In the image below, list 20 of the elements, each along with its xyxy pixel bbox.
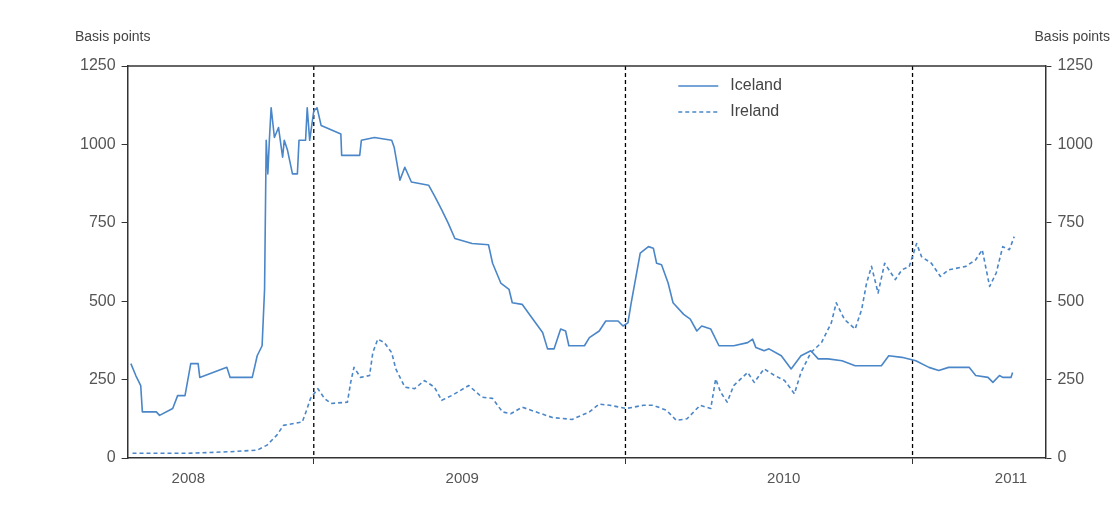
x-tick-label: 2011 [994, 469, 1028, 487]
y2-tick-label: 1250 [1057, 56, 1094, 74]
y2-tick-label: 250 [1057, 370, 1085, 388]
x-tick-label: 2008 [171, 469, 205, 487]
y-tick-label: 1250 [80, 56, 116, 74]
legend-label: Iceland [730, 76, 782, 94]
x-tick-label: 2009 [445, 469, 479, 487]
legend-label: Ireland [730, 102, 780, 120]
y-tick-label: 0 [106, 448, 116, 466]
y2-axis-title: Basis points [1034, 27, 1110, 44]
y-tick-label: 1000 [80, 134, 116, 152]
y2-tick-label: 500 [1057, 291, 1085, 309]
x-tick-label: 2010 [767, 469, 801, 487]
y2-tick-label: 1000 [1057, 134, 1094, 152]
y-tick-label: 250 [88, 370, 116, 388]
y-axis-title: Basis points [75, 27, 151, 44]
y2-tick-label: 0 [1057, 448, 1067, 466]
y2-tick-label: 750 [1057, 213, 1085, 231]
y-tick-label: 750 [88, 213, 116, 231]
y-tick-label: 500 [88, 291, 116, 309]
